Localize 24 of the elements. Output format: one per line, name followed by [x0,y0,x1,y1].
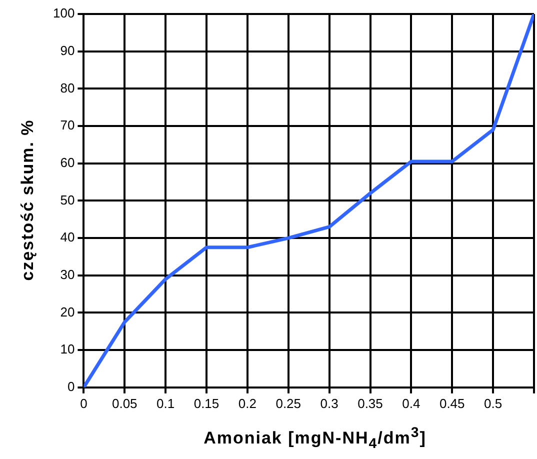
y-tick-label: 20 [60,304,75,320]
y-tick-label: 40 [60,230,75,245]
y-axis-title: częstość skum. % [18,119,38,281]
x-tick-label: 0 [80,396,88,411]
x-tick-label: 0.5 [484,396,502,411]
x-tick-label: 0.4 [402,396,420,411]
x-tick-label: 0.25 [276,396,302,411]
x-tick-label: 0.2 [238,396,256,411]
x-tick-label: 0.45 [439,396,465,411]
x-tick-label: 0.1 [156,396,175,411]
x-tick-label: 0.3 [320,396,338,411]
y-tick-label: 60 [60,154,75,170]
x-tick-label: 0.35 [358,396,383,411]
y-tick-label: 50 [60,192,75,208]
x-tick-label: 0.15 [194,396,220,411]
y-tick-label: 100 [52,6,75,21]
y-tick-label: 90 [60,42,75,58]
y-tick-label: 0 [67,378,75,394]
y-tick-label: 10 [60,342,75,357]
y-tick-label: 70 [60,118,75,133]
x-tick-label: 0.05 [112,396,138,411]
x-axis-title: Amoniak [mgN-NH$_{4}$/dm$^{3}$] [202,425,428,452]
y-tick-label: 30 [60,266,75,282]
y-tick-label: 80 [60,80,75,96]
